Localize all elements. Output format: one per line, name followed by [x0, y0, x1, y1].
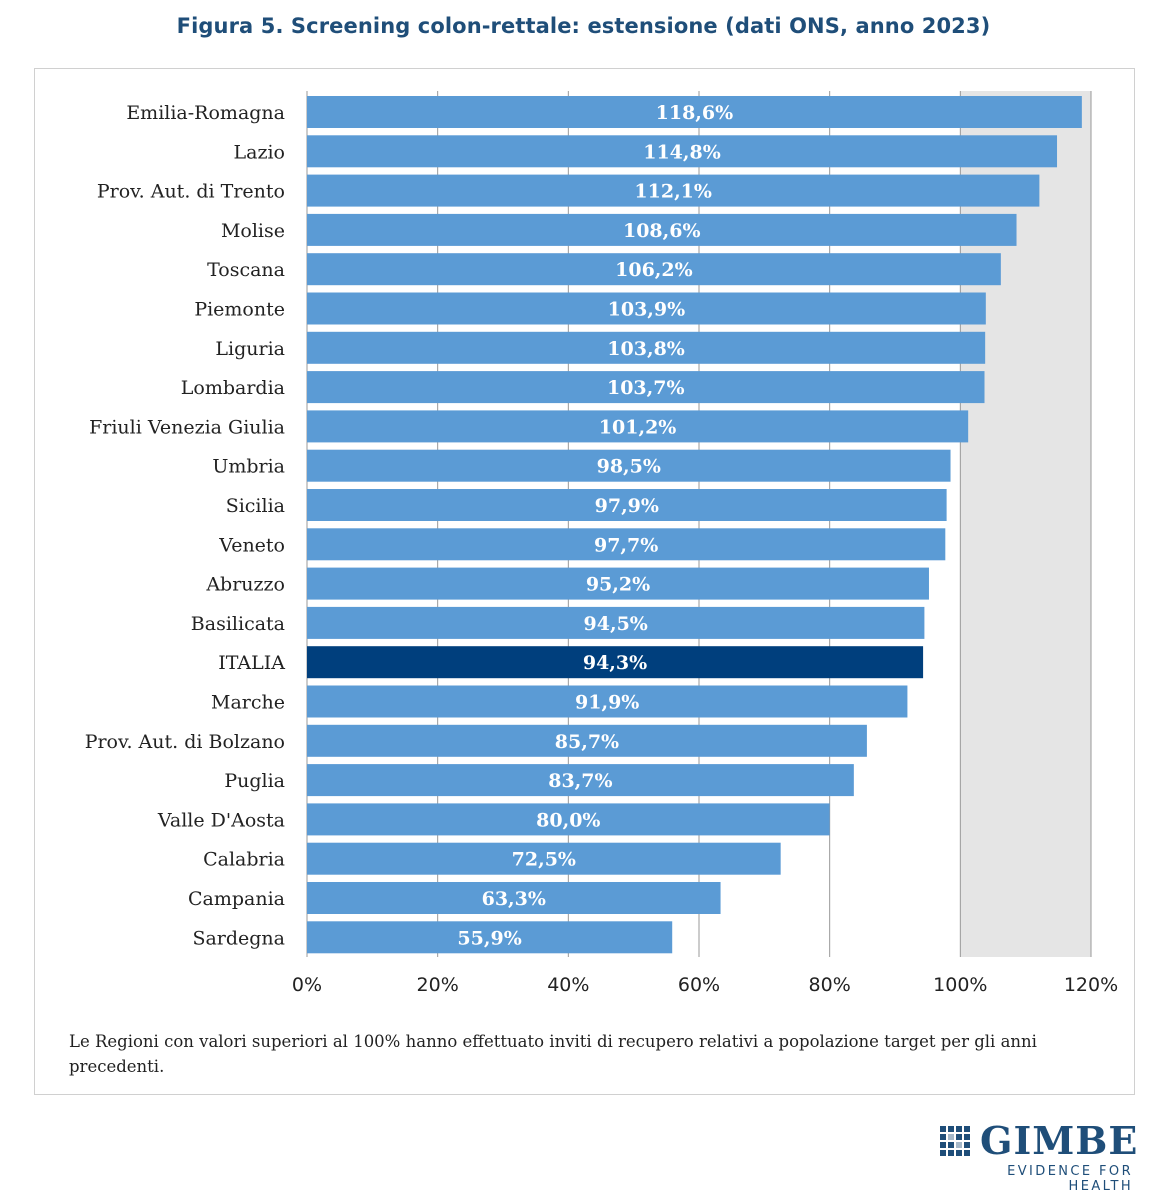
- category-label: Marche: [211, 692, 285, 714]
- category-label: ITALIA: [218, 652, 285, 674]
- data-label: 97,7%: [594, 534, 658, 556]
- bar: [307, 606, 925, 639]
- data-label: 103,8%: [607, 338, 685, 360]
- bar: [307, 371, 985, 404]
- data-label: 118,6%: [656, 102, 734, 124]
- x-tick-label: 0%: [292, 974, 322, 996]
- data-label: 80,0%: [536, 809, 600, 831]
- category-label: Abruzzo: [205, 574, 285, 596]
- data-label: 108,6%: [623, 220, 701, 242]
- category-label: Prov. Aut. di Bolzano: [85, 731, 285, 753]
- x-tick-label: 60%: [678, 974, 720, 996]
- data-label: 101,2%: [599, 416, 677, 438]
- category-label: Emilia-Romagna: [126, 102, 285, 124]
- data-label: 106,2%: [615, 259, 693, 281]
- category-label: Veneto: [218, 534, 285, 556]
- bar: [307, 842, 781, 875]
- bar: [307, 764, 854, 797]
- data-label: 63,3%: [482, 888, 546, 910]
- bar: [307, 921, 673, 954]
- bar: [307, 724, 867, 757]
- x-tick-label: 80%: [809, 974, 851, 996]
- data-label: 114,8%: [643, 141, 721, 163]
- category-label: Lombardia: [181, 377, 285, 399]
- chart-frame: 0% 20% 40% 60% 80% 100% 120% Emilia-Romagna 118,…: [34, 68, 1135, 1095]
- category-label: Umbria: [212, 456, 285, 478]
- data-label: 94,3%: [583, 652, 647, 674]
- bar: [307, 685, 908, 718]
- bar: [307, 646, 924, 679]
- data-label: 72,5%: [512, 849, 576, 871]
- bar: [307, 567, 929, 600]
- category-label: Sicilia: [226, 495, 285, 517]
- category-label: Lazio: [234, 141, 285, 163]
- category-label: Friuli Venezia Giulia: [89, 416, 285, 438]
- category-label: Sardegna: [192, 927, 285, 949]
- bar: [307, 135, 1058, 168]
- x-tick-label: 100%: [933, 974, 987, 996]
- bar: [307, 253, 1001, 286]
- bar: [307, 803, 830, 836]
- logo-grid-icon: [940, 1126, 970, 1156]
- bar: [307, 292, 986, 325]
- bar: [307, 528, 946, 561]
- category-label: Toscana: [207, 259, 285, 281]
- data-label: 91,9%: [575, 692, 639, 714]
- bar-chart: 0% 20% 40% 60% 80% 100% 120% Emilia-Romagna 118,…: [85, 91, 1118, 996]
- data-label: 103,9%: [608, 299, 686, 321]
- data-label: 55,9%: [457, 927, 521, 949]
- category-label: Valle D'Aosta: [157, 809, 285, 831]
- logo-tagline: EVIDENCE FOR HEALTH: [1007, 1164, 1133, 1194]
- data-label: 95,2%: [586, 574, 650, 596]
- data-label: 94,5%: [584, 613, 648, 635]
- category-label: Molise: [221, 220, 285, 242]
- bar: [307, 213, 1017, 246]
- logo-name: GIMBE: [980, 1118, 1139, 1163]
- data-label: 83,7%: [548, 770, 612, 792]
- data-label: 103,7%: [607, 377, 685, 399]
- category-label: Puglia: [224, 770, 285, 792]
- data-label: 112,1%: [634, 181, 712, 203]
- bar: [307, 174, 1040, 207]
- bar: [307, 882, 721, 914]
- x-tick-label: 40%: [547, 974, 589, 996]
- chart-footnote: Le Regioni con valori superiori al 100% …: [69, 1032, 1037, 1076]
- bar: [307, 331, 986, 364]
- data-label: 85,7%: [555, 731, 619, 753]
- category-label: Basilicata: [191, 613, 285, 635]
- bar: [307, 449, 951, 482]
- category-label: Piemonte: [194, 299, 285, 321]
- x-tick-label: 120%: [1064, 974, 1118, 996]
- x-tick-label: 20%: [417, 974, 459, 996]
- category-label: Calabria: [203, 849, 285, 871]
- data-label: 98,5%: [597, 456, 661, 478]
- category-label: Prov. Aut. di Trento: [97, 181, 285, 203]
- bar: [307, 410, 969, 443]
- data-label: 97,9%: [595, 495, 659, 517]
- category-label: Campania: [188, 888, 285, 910]
- bar: [307, 489, 947, 521]
- category-label: Liguria: [215, 338, 285, 360]
- gimbe-logo: GIMBE EVIDENCE FOR HEALTH: [938, 1118, 1138, 1194]
- bar: [307, 96, 1082, 128]
- chart-title: Figura 5. Screening colon-rettale: esten…: [176, 14, 991, 38]
